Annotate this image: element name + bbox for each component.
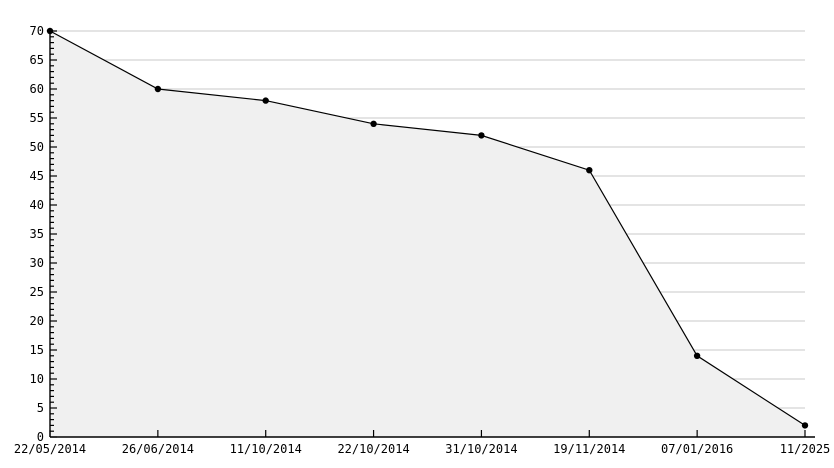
data-point-marker [370,120,377,128]
y-axis-label: 20 [30,314,44,328]
y-axis-label: 10 [30,372,44,386]
y-axis-label: 5 [37,401,44,415]
x-axis-label: 31/10/2014 [445,442,517,456]
data-point-marker [154,85,162,93]
data-point-marker [586,167,593,174]
data-point-marker [693,352,701,359]
x-axis-label: 22/05/2014 [14,442,86,456]
y-axis-label: 0 [37,430,44,444]
x-axis-label: 07/01/2016 [661,442,733,456]
data-point-marker [46,27,54,35]
y-axis-label: 15 [30,343,44,357]
x-axis-label: 22/10/2014 [337,442,409,456]
y-axis-label: 60 [30,82,44,96]
y-axis-label: 35 [30,227,44,241]
series-line [49,30,806,426]
y-axis-label: 50 [30,140,44,154]
y-axis-label: 45 [30,169,44,183]
data-point-marker [262,97,269,104]
x-axis-label: 26/06/2014 [122,442,194,456]
x-axis-label: 11/2025 [780,442,831,456]
area-fill [50,31,805,437]
x-axis-label: 11/10/2014 [230,442,302,456]
y-axis-label: 55 [30,111,44,125]
y-axis-label: 70 [30,24,44,38]
y-axis-label: 40 [30,198,44,212]
data-point-marker [801,422,809,429]
data-point-marker [478,132,485,139]
y-axis-label: 65 [30,53,44,67]
y-axis-label: 25 [30,285,44,299]
x-axis-label: 19/11/2014 [553,442,625,456]
y-axis-label: 30 [30,256,44,270]
